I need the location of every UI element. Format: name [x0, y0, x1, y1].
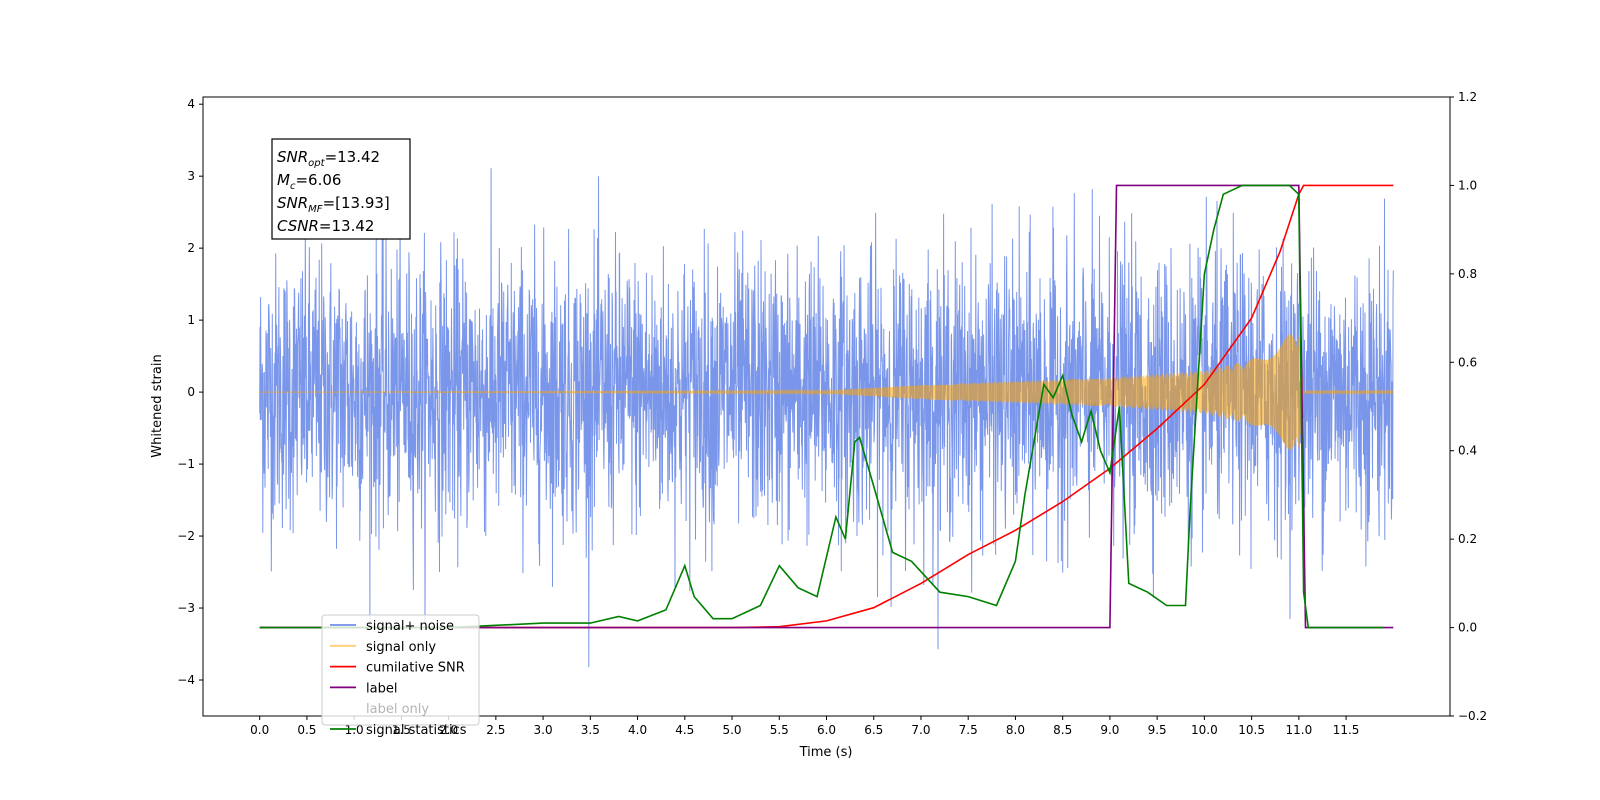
y-left-tick-label: 4 — [187, 97, 195, 111]
x-tick-label: 1.5 — [392, 723, 411, 737]
y-right-tick-label: 1.2 — [1458, 90, 1477, 104]
x-tick-label: 4.0 — [628, 723, 647, 737]
y-left-tick-label: −3 — [177, 601, 195, 615]
y-left-tick-label: −1 — [177, 457, 195, 471]
x-tick-label: 10.5 — [1238, 723, 1265, 737]
x-tick-label: 8.0 — [1006, 723, 1025, 737]
signal-noise-line — [259, 168, 1394, 668]
info-line: CSNR=13.42 — [277, 217, 374, 235]
x-tick-label: 0.5 — [297, 723, 316, 737]
x-axis-label: Time (s) — [799, 745, 853, 760]
y-right-tick-label: −0.2 — [1458, 709, 1487, 723]
info-box-frame — [271, 138, 411, 240]
y-right-tick-label: 0.0 — [1458, 621, 1477, 635]
x-tick-label: 0.0 — [250, 723, 269, 737]
info-line: Mc=6.06 — [277, 171, 341, 192]
legend-frame — [321, 614, 480, 726]
y-axis-label-left: Whitened strain — [150, 354, 165, 457]
y-right-tick-label: 1.0 — [1458, 178, 1477, 192]
y-left-tick-label: 2 — [187, 241, 195, 255]
y-left-tick-label: 0 — [187, 385, 195, 399]
x-tick-label: 3.0 — [534, 723, 553, 737]
signal-statistics-line — [259, 184, 1384, 629]
x-tick-label: 11.5 — [1333, 723, 1360, 737]
x-tick-label: 2.0 — [439, 723, 458, 737]
x-tick-label: 1.0 — [345, 723, 364, 737]
cumulative-snr-line — [259, 184, 1394, 629]
x-tick-label: 5.0 — [722, 723, 741, 737]
x-tick-label: 8.5 — [1053, 723, 1072, 737]
x-tick-label: 5.5 — [770, 723, 789, 737]
y-right-tick-label: 0.8 — [1458, 267, 1477, 281]
x-tick-label: 11.0 — [1285, 723, 1312, 737]
right-axis-series — [259, 184, 1394, 629]
info-line: SNRMF=[13.93] — [277, 194, 390, 215]
signal-noise-series — [259, 168, 1394, 668]
y-axis-right: 1.2 1.0 0.8 0.6 0.4 0.2 0.0 −0.2 — [1450, 90, 1487, 723]
y-right-tick-label: 0.6 — [1458, 355, 1477, 369]
y-right-tick-label: 0.4 — [1458, 444, 1477, 458]
x-tick-label: 2.5 — [486, 723, 505, 737]
x-tick-label: 6.0 — [817, 723, 836, 737]
x-tick-label: 6.5 — [864, 723, 883, 737]
signal-only-line — [259, 334, 1394, 450]
x-tick-label: 10.0 — [1191, 723, 1218, 737]
x-tick-label: 4.5 — [675, 723, 694, 737]
x-tick-label: 7.5 — [959, 723, 978, 737]
y-axis-left: 4 3 2 1 0 −1 −2 −3 −4 — [177, 97, 203, 687]
y-left-tick-label: 1 — [187, 313, 195, 327]
legend-entry: label only — [366, 702, 429, 717]
legend-entry: signal statistics — [366, 723, 467, 738]
x-axis: 0.0 0.5 1.0 1.5 2.0 2.5 3.0 3.5 4.0 4.5 5.0 5.5 6.0 6… — [250, 716, 1359, 737]
legend-entry: cumilative SNR — [366, 661, 465, 676]
y-right-tick-label: 0.2 — [1458, 532, 1477, 546]
x-tick-label: 7.0 — [911, 723, 930, 737]
info-line: SNRopt=13.42 — [277, 148, 380, 169]
legend: signal+ noise signal only cumilative SNR la… — [321, 614, 480, 738]
x-tick-label: 3.5 — [581, 723, 600, 737]
y-left-tick-label: 3 — [187, 169, 195, 183]
signal-only-series — [259, 334, 1394, 450]
y-left-tick-label: −4 — [177, 673, 195, 687]
x-tick-label: 9.5 — [1148, 723, 1167, 737]
legend-entry: signal+ noise — [366, 619, 454, 634]
legend-entry: signal only — [366, 640, 436, 655]
x-tick-label: 9.0 — [1100, 723, 1119, 737]
y-left-tick-label: −2 — [177, 529, 195, 543]
legend-entry: label — [366, 681, 397, 696]
